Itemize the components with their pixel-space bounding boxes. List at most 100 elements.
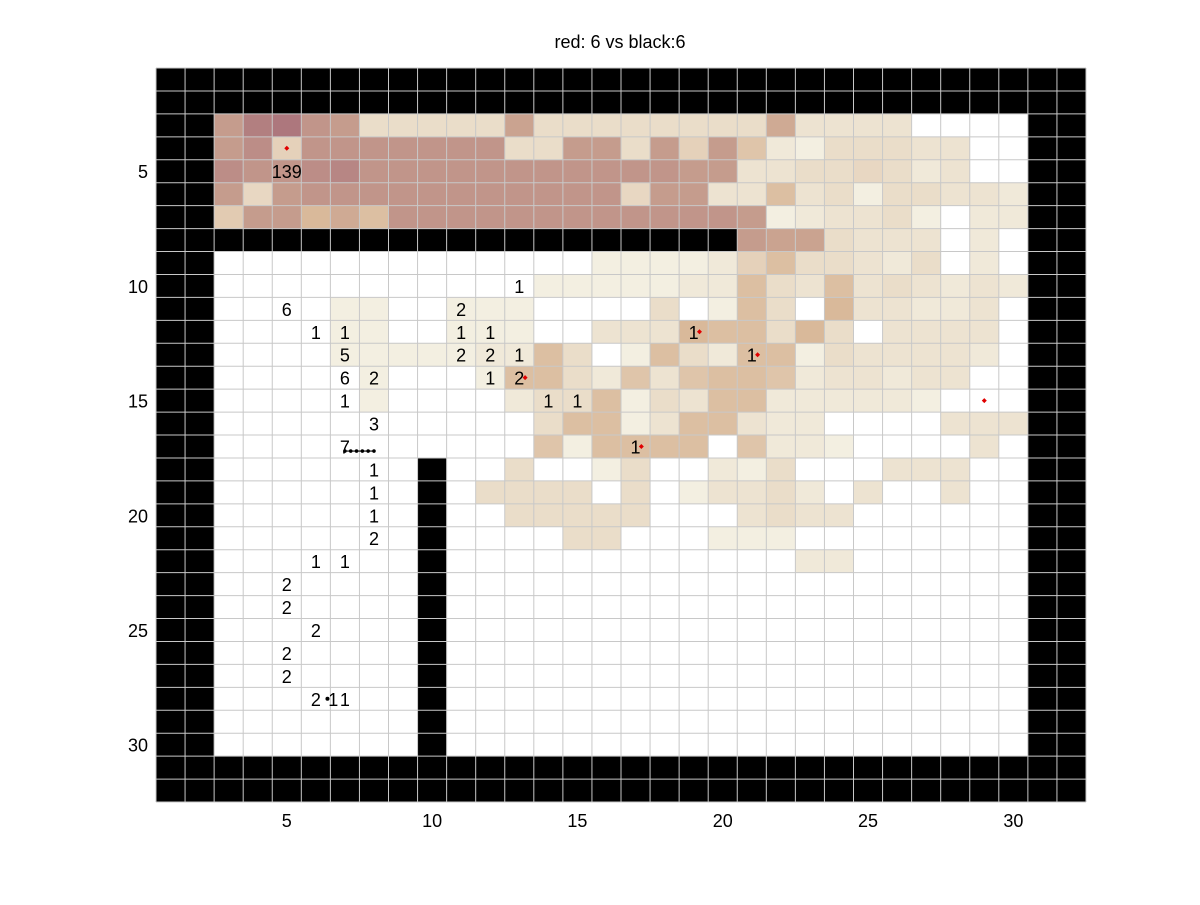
heat-cell	[621, 113, 651, 137]
heat-cell	[853, 205, 883, 229]
heat-cell	[824, 159, 854, 183]
heat-cell	[679, 159, 709, 183]
heat-cell	[243, 205, 273, 229]
heat-cell	[562, 343, 592, 367]
cell-label: 1	[689, 323, 699, 343]
heat-cell	[359, 320, 389, 344]
heat-cell	[911, 389, 941, 413]
heat-cell	[679, 136, 709, 160]
heat-cell	[504, 113, 534, 137]
cell-label: 1	[456, 323, 466, 343]
heat-cell	[475, 113, 505, 137]
heat-cell	[853, 274, 883, 298]
cell-label: 1	[514, 277, 524, 297]
heat-cell	[737, 320, 767, 344]
heat-cell	[504, 182, 534, 206]
red-agent-marker	[981, 398, 987, 404]
heat-cell	[446, 205, 476, 229]
heat-cell	[533, 343, 563, 367]
heat-cell	[591, 159, 621, 183]
heat-cell	[911, 366, 941, 390]
heat-cell	[417, 182, 447, 206]
heat-cell	[940, 366, 970, 390]
heat-cell	[475, 366, 505, 390]
heat-cell	[795, 435, 825, 458]
cell-label: 2	[369, 529, 379, 549]
y-tick-label: 20	[128, 506, 148, 526]
heat-cell	[824, 228, 854, 252]
heat-cell	[708, 182, 738, 206]
heat-cell	[824, 389, 854, 413]
heat-cell	[766, 182, 796, 206]
heat-cell	[562, 412, 592, 435]
heat-cell	[562, 480, 592, 504]
heat-cell	[737, 503, 767, 527]
heat-cell	[911, 205, 941, 229]
heat-cell	[708, 412, 738, 435]
heat-cell	[853, 113, 883, 137]
cell-label: 1	[369, 460, 379, 480]
heat-cell	[562, 435, 592, 458]
cell-label: 2	[282, 575, 292, 595]
heat-cell	[766, 136, 796, 160]
heat-cell	[737, 526, 767, 550]
heat-cell	[882, 389, 912, 413]
y-tick-label: 30	[128, 736, 148, 756]
heat-cell	[824, 435, 854, 458]
heat-cell	[301, 113, 331, 137]
heat-cell	[591, 412, 621, 435]
heat-cell	[562, 159, 592, 183]
heat-cell	[650, 297, 680, 321]
heat-cell	[911, 457, 941, 481]
heat-cell	[824, 503, 854, 527]
heat-cell	[795, 503, 825, 527]
heat-cell	[795, 412, 825, 435]
heat-cell	[737, 412, 767, 435]
heat-cell	[504, 457, 534, 481]
heat-cell	[824, 320, 854, 344]
heat-cell	[591, 113, 621, 137]
heat-cell	[330, 182, 360, 206]
heat-cell	[243, 182, 273, 206]
heat-cell	[911, 228, 941, 252]
y-tick-label: 10	[128, 277, 148, 297]
heat-cell	[708, 320, 738, 344]
heat-cell	[446, 113, 476, 137]
heat-cell	[591, 320, 621, 344]
heat-cell	[853, 228, 883, 252]
heat-cell	[998, 182, 1028, 206]
cell-label: 1	[340, 323, 350, 343]
heat-cell	[621, 320, 651, 344]
heat-cell	[621, 182, 651, 206]
heat-cell	[650, 182, 680, 206]
heat-cell	[621, 343, 651, 367]
heat-cell	[533, 503, 563, 527]
cell-label: 1	[485, 323, 495, 343]
cell-label: 1	[328, 690, 338, 710]
heat-cell	[853, 136, 883, 160]
heat-cell	[795, 343, 825, 367]
heat-cell	[272, 113, 302, 137]
heat-cell	[533, 113, 563, 137]
heat-cell	[969, 182, 999, 206]
heat-cell	[795, 159, 825, 183]
heat-cell	[650, 251, 680, 275]
heat-cell	[679, 366, 709, 390]
heat-cell	[737, 457, 767, 481]
heat-cell	[940, 320, 970, 344]
heat-cell	[621, 412, 651, 435]
heat-cell	[650, 412, 680, 435]
heat-cell	[969, 320, 999, 344]
heat-cell	[911, 274, 941, 298]
heat-cell	[824, 343, 854, 367]
y-tick-label: 25	[128, 621, 148, 641]
heat-cell	[766, 113, 796, 137]
heat-cell	[882, 113, 912, 137]
heat-cell	[388, 159, 418, 183]
heat-cell	[650, 320, 680, 344]
heat-cell	[301, 136, 331, 160]
heat-cell	[795, 480, 825, 504]
cell-label: 1	[631, 437, 641, 457]
heat-cell	[504, 366, 534, 390]
heat-cell	[330, 159, 360, 183]
